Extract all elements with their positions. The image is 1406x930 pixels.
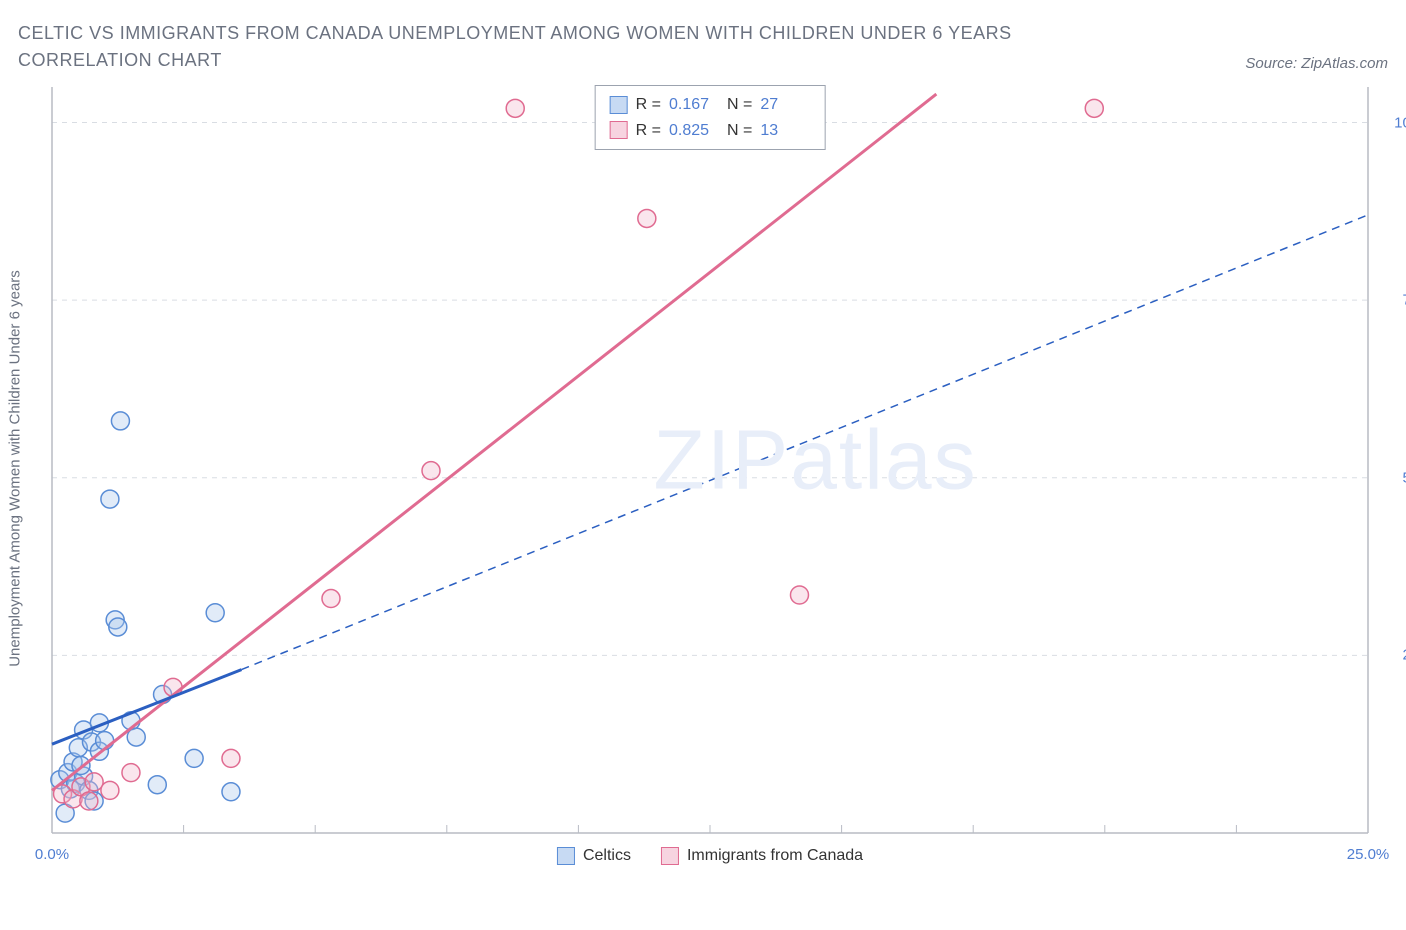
stats-swatch xyxy=(610,121,628,139)
correlation-stats-box: R = 0.167 N = 27 R = 0.825 N = 13 xyxy=(595,85,826,150)
source-attribution: Source: ZipAtlas.com xyxy=(1245,55,1388,72)
stats-r-value: 0.167 xyxy=(669,92,719,118)
chart-header: CELTIC VS IMMIGRANTS FROM CANADA UNEMPLO… xyxy=(18,20,1388,74)
stats-n-value: 27 xyxy=(760,92,810,118)
y-axis-label: Unemployment Among Women with Children U… xyxy=(7,270,24,667)
stats-n-label: N = xyxy=(727,92,752,118)
legend-item: Immigrants from Canada xyxy=(661,847,863,865)
stats-n-label: N = xyxy=(727,118,752,144)
source-prefix: Source: xyxy=(1245,55,1301,72)
chart-area: Unemployment Among Women with Children U… xyxy=(50,85,1370,835)
chart-legend: Celtics Immigrants from Canada xyxy=(557,847,863,865)
stats-swatch xyxy=(610,96,628,114)
stats-r-label: R = xyxy=(636,92,661,118)
chart-title: CELTIC VS IMMIGRANTS FROM CANADA UNEMPLO… xyxy=(18,20,1118,74)
stats-row: R = 0.825 N = 13 xyxy=(610,118,811,144)
legend-label: Celtics xyxy=(583,847,631,865)
stats-row: R = 0.167 N = 27 xyxy=(610,92,811,118)
y-tick-label: 75.0% xyxy=(1402,292,1406,309)
legend-swatch xyxy=(557,847,575,865)
y-tick-label: 100.0% xyxy=(1394,114,1406,131)
legend-label: Immigrants from Canada xyxy=(687,847,863,865)
legend-swatch xyxy=(661,847,679,865)
stats-r-value: 0.825 xyxy=(669,118,719,144)
scatter-plot xyxy=(50,85,1370,835)
source-name: ZipAtlas.com xyxy=(1301,55,1388,72)
stats-n-value: 13 xyxy=(760,118,810,144)
y-tick-label: 50.0% xyxy=(1402,469,1406,486)
stats-r-label: R = xyxy=(636,118,661,144)
y-tick-label: 25.0% xyxy=(1402,647,1406,664)
x-tick-label: 25.0% xyxy=(1347,846,1390,863)
legend-item: Celtics xyxy=(557,847,631,865)
x-tick-label: 0.0% xyxy=(35,846,69,863)
